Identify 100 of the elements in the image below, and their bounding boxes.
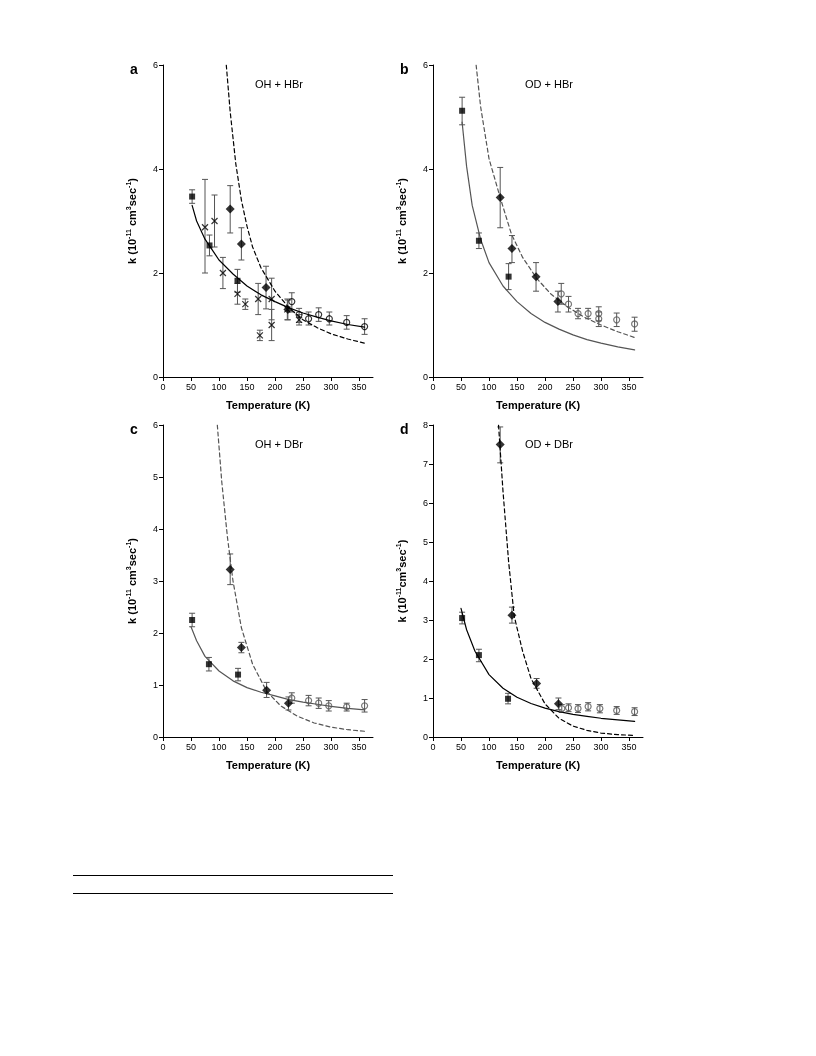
x-tick-label: 100 xyxy=(211,741,227,752)
line-series xyxy=(475,64,636,339)
y-tick-label: 4 xyxy=(422,164,428,174)
x-tick-label: 100 xyxy=(481,741,497,752)
point xyxy=(225,565,235,575)
point xyxy=(189,617,196,623)
text: OD + DBr xyxy=(525,437,574,450)
y-tick-label: 6 xyxy=(422,498,428,508)
text: OH + HBr xyxy=(255,77,304,90)
x-tick-label: 0 xyxy=(430,741,436,752)
point xyxy=(261,283,271,293)
y-tick-label: 4 xyxy=(422,576,428,586)
x-tick-label: 350 xyxy=(351,741,367,752)
x-tick-label: 300 xyxy=(593,741,609,752)
x-tick-label: 50 xyxy=(185,381,197,392)
x-tick-label: 0 xyxy=(160,381,166,392)
y-tick-label: 0 xyxy=(422,732,428,742)
point xyxy=(325,315,333,323)
y-tick-label: 3 xyxy=(152,576,158,586)
x-tick-label: 300 xyxy=(593,381,609,392)
y-tick-label: 6 xyxy=(152,420,158,430)
x-tick-label: 150 xyxy=(239,381,255,392)
chart-title: d xyxy=(400,421,409,437)
point xyxy=(288,298,296,306)
x-tick-label: 350 xyxy=(621,381,637,392)
text: OD + HBr xyxy=(525,77,574,90)
y-tick-label: 4 xyxy=(152,524,158,534)
point xyxy=(315,311,323,319)
y-tick-label: 3 xyxy=(422,615,428,625)
y-tick-label: 6 xyxy=(422,60,428,70)
point xyxy=(235,671,242,678)
x-tick-label: 200 xyxy=(537,741,553,752)
y-tick-label: 0 xyxy=(422,372,428,382)
x-tick-label: 200 xyxy=(537,381,553,392)
x-tick-label: 300 xyxy=(323,381,339,392)
point xyxy=(505,273,512,280)
y-tick-label: 0 xyxy=(152,372,158,382)
x-tick-label: 100 xyxy=(211,381,227,392)
point xyxy=(459,107,466,114)
x-tick-label: 250 xyxy=(565,381,581,392)
point xyxy=(343,318,351,326)
point xyxy=(475,237,482,244)
y-tick-label: 2 xyxy=(422,268,428,278)
x-tick-label: 250 xyxy=(565,741,581,752)
point xyxy=(254,295,262,303)
x-tick-label: 150 xyxy=(239,741,255,752)
point xyxy=(210,217,219,225)
x-axis-title: Temperature (K) xyxy=(225,758,311,771)
y-tick-label: 1 xyxy=(152,680,158,690)
x-tick-label: 350 xyxy=(621,741,637,752)
point xyxy=(268,295,276,303)
point xyxy=(206,242,213,249)
point xyxy=(205,661,212,668)
x-axis-title: Temperature (K) xyxy=(495,758,581,771)
point xyxy=(564,300,573,308)
x-tick-label: 0 xyxy=(430,381,436,392)
point xyxy=(189,193,196,200)
point xyxy=(495,193,505,203)
point xyxy=(507,244,517,254)
point xyxy=(262,685,272,695)
chart-title: a xyxy=(130,61,138,77)
point xyxy=(305,315,313,323)
x-tick-label: 50 xyxy=(185,741,197,752)
point xyxy=(475,652,482,659)
y-tick-label: 2 xyxy=(152,268,158,278)
y-tick-label: 6 xyxy=(152,60,158,70)
x-tick-label: 250 xyxy=(295,741,311,752)
point xyxy=(459,615,466,622)
y-tick-label: 1 xyxy=(422,693,428,703)
y-tick-label: 8 xyxy=(422,420,428,430)
chart-title: b xyxy=(400,61,409,77)
x-tick-label: 250 xyxy=(295,381,311,392)
x-tick-label: 200 xyxy=(267,741,283,752)
y-tick-label: 2 xyxy=(422,654,428,664)
x-tick-label: 0 xyxy=(160,741,166,752)
x-tick-label: 100 xyxy=(481,381,497,392)
chart-title: c xyxy=(130,421,138,437)
y-tick-label: 0 xyxy=(152,732,158,742)
point xyxy=(495,440,505,449)
x-axis-title: Temperature (K) xyxy=(225,398,311,411)
point xyxy=(225,204,235,214)
point xyxy=(631,320,639,328)
y-tick-label: 5 xyxy=(422,537,428,547)
y-tick-label: 2 xyxy=(152,628,158,638)
point xyxy=(236,239,246,249)
x-tick-label: 200 xyxy=(267,381,283,392)
point xyxy=(507,610,517,620)
x-tick-label: 150 xyxy=(509,741,525,752)
x-tick-label: 50 xyxy=(455,381,467,392)
point xyxy=(201,223,209,231)
point xyxy=(613,316,621,324)
text: OH + DBr xyxy=(255,437,304,450)
y-tick-label: 7 xyxy=(422,459,428,469)
x-tick-label: 300 xyxy=(323,741,339,752)
y-tick-label: 5 xyxy=(152,472,158,482)
x-tick-label: 50 xyxy=(455,741,467,752)
x-axis-title: Temperature (K) xyxy=(495,398,581,411)
x-tick-label: 150 xyxy=(509,381,525,392)
x-tick-label: 350 xyxy=(351,381,367,392)
point xyxy=(531,272,541,282)
